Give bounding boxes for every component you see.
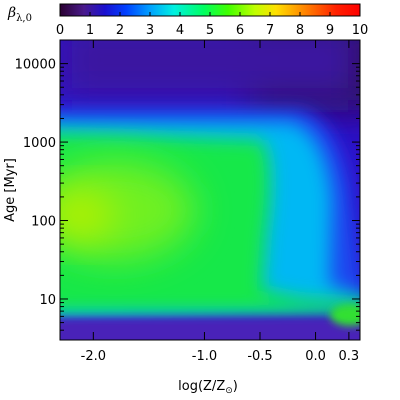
colorbar: βλ,0 0 1 2 3 4 5 6 7 8 9 10 — [7, 3, 368, 38]
plot-frame — [59, 39, 361, 341]
x-tick-label: 0.3 — [339, 349, 360, 364]
y-axis-title: Age [Myr] — [3, 158, 18, 222]
colorbar-tick-label: 6 — [236, 23, 244, 38]
colorbar-tick-label: 8 — [296, 23, 304, 38]
colorbar-tick-label: 3 — [146, 23, 154, 38]
y-tick-label: 100 — [31, 215, 56, 230]
y-tick-label: 1000 — [23, 136, 56, 151]
x-tick-label: 0.0 — [305, 349, 326, 364]
region-peak-core — [60, 190, 115, 240]
region-young-highz — [330, 304, 360, 326]
colorbar-label: βλ,0 — [7, 5, 32, 24]
y-tick-label: 10000 — [15, 58, 56, 73]
colorbar-tick-label: 7 — [266, 23, 274, 38]
x-axis: -2.0 -1.0 -0.5 0.0 0.3 — [81, 40, 360, 364]
colorbar-tick-label: 0 — [56, 23, 64, 38]
colorbar-tick-label: 2 — [116, 23, 124, 38]
y-axis: 10 100 1000 10000 — [15, 39, 360, 341]
y-tick-label: 10 — [39, 293, 56, 308]
colorbar-ticks: 0 1 2 3 4 5 6 7 8 9 10 — [56, 12, 368, 38]
colorbar-tick-label: 5 — [206, 23, 214, 38]
colorbar-tick-label: 1 — [86, 23, 94, 38]
colorbar-tick-label: 10 — [352, 23, 369, 38]
region-youngest — [60, 318, 360, 340]
x-axis-title: log(Z/Z⊙) — [178, 379, 238, 396]
colorbar-tick-label: 9 — [326, 23, 334, 38]
x-tick-label: -0.5 — [247, 349, 272, 364]
x-tick-label: -1.0 — [192, 349, 217, 364]
colorbar-tick-label: 4 — [176, 23, 184, 38]
x-tick-label: -2.0 — [81, 349, 106, 364]
heatmap — [60, 40, 360, 340]
region-peak — [60, 160, 195, 260]
region-old — [60, 40, 360, 100]
